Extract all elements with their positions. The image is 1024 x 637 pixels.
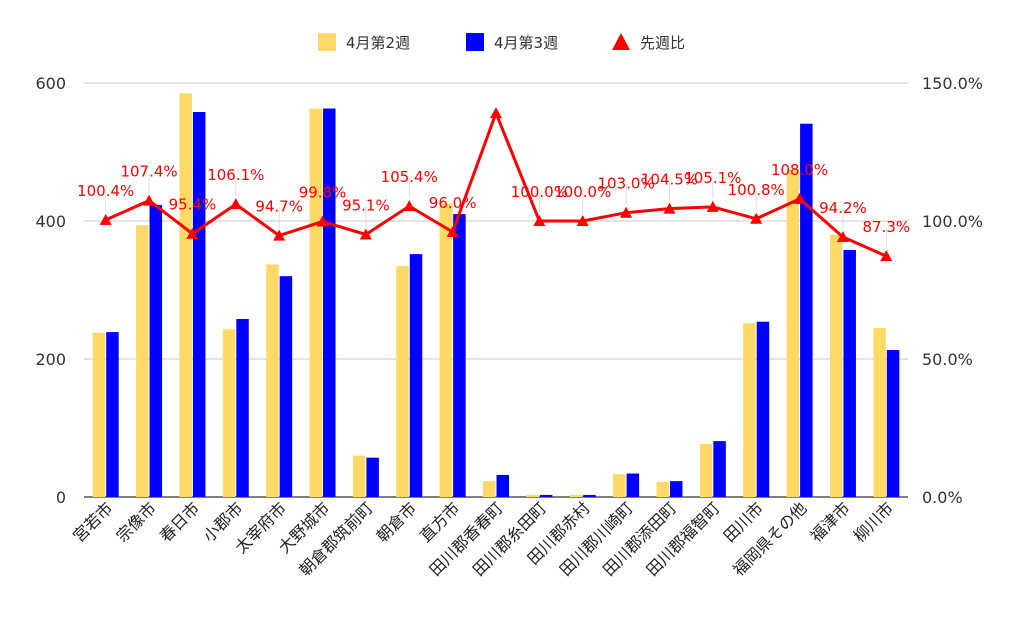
ratio-data-label: 108.0% (771, 161, 828, 179)
category-label: 福津市 (806, 498, 853, 545)
left-axis-tick-label: 200 (35, 350, 66, 369)
category-label: 宮若市 (69, 498, 116, 545)
ratio-data-label: 95.1% (342, 197, 390, 215)
ratio-marker (793, 192, 806, 204)
ratio-marker (576, 215, 589, 226)
bar-week3 (886, 350, 900, 497)
right-axis-tick-label: 100.0% (922, 212, 983, 231)
category-label: 宗像市 (112, 498, 159, 545)
bar-week2 (179, 93, 192, 497)
ratio-marker (359, 228, 372, 240)
bar-week2 (266, 264, 279, 497)
ratio-marker (403, 200, 416, 212)
ratio-data-label: 94.7% (255, 198, 303, 216)
ratio-marker (186, 227, 199, 239)
ratio-data-label: 106.1% (207, 166, 264, 184)
right-axis-tick-label: 0.0% (922, 488, 963, 507)
ratio-data-label: 99.8% (299, 184, 347, 202)
ratio-data-label: 94.2% (819, 199, 867, 217)
bar-week3 (756, 321, 770, 497)
right-axis-tick-label: 150.0% (922, 74, 983, 93)
ratio-marker (229, 198, 242, 210)
ratio-data-label: 100.0% (554, 183, 611, 201)
bar-week3 (279, 276, 293, 497)
bar-week2 (786, 169, 800, 497)
category-label: 春日市 (156, 498, 203, 545)
bar-week3 (149, 205, 163, 497)
bar-week2 (743, 323, 756, 497)
category-label: 柳川市 (850, 498, 897, 545)
bar-week3 (192, 111, 206, 497)
left-axis-tick-label: 600 (35, 74, 66, 93)
bar-week3 (106, 332, 119, 497)
ratio-marker (620, 206, 633, 218)
bar-week2 (873, 327, 886, 497)
ratio-marker (836, 231, 849, 243)
bar-week3 (539, 494, 553, 497)
bar-week2 (309, 108, 323, 497)
legend-swatch (612, 33, 630, 50)
bar-week3 (409, 254, 423, 497)
ratio-data-label: 107.4% (120, 163, 177, 181)
bar-week3 (453, 214, 466, 497)
ratio-data-label: 105.4% (381, 168, 438, 186)
bar-week3 (626, 473, 640, 497)
legend-label: 4月第2週 (346, 34, 410, 52)
bar-week3 (669, 481, 683, 497)
bar-week2 (352, 455, 366, 497)
right-axis-tick-label: 50.0% (922, 350, 973, 369)
ratio-marker (490, 107, 502, 119)
ratio-data-label: 87.3% (862, 218, 910, 236)
ratio-data-label: 104.5% (641, 171, 698, 189)
left-axis-tick-label: 0 (56, 488, 66, 507)
ratio-marker (99, 213, 112, 225)
bar-week2 (829, 234, 843, 498)
bar-week3 (800, 123, 813, 498)
bar-week2 (526, 494, 539, 497)
bar-week3 (323, 108, 336, 497)
bar-week3 (366, 457, 379, 497)
bar-week2 (699, 443, 713, 497)
bar-week3 (236, 318, 249, 497)
bar-week2 (569, 494, 583, 497)
legend-swatch (466, 33, 484, 51)
bar-week2 (613, 474, 626, 497)
ratio-marker (446, 226, 459, 238)
ratio-marker (663, 202, 676, 214)
category-label: 朝倉市 (373, 498, 420, 545)
ratio-marker (316, 215, 329, 227)
bar-week2 (483, 481, 496, 497)
bar-week3 (843, 249, 856, 497)
bar-week2 (222, 329, 236, 497)
bar-week3 (713, 441, 726, 497)
ratio-marker (533, 215, 546, 226)
bar-week2 (136, 225, 149, 497)
ratio-marker (880, 250, 893, 262)
bar-week3 (583, 494, 596, 497)
ratio-data-label: 100.4% (77, 182, 134, 200)
ratio-data-label: 105.1% (684, 169, 741, 187)
ratio-data-label: 100.0% (511, 183, 568, 201)
ratio-data-label: 100.8% (728, 181, 785, 199)
bar-week2 (656, 481, 669, 497)
ratio-marker (273, 229, 286, 241)
ratio-data-label: 96.0% (429, 194, 477, 212)
legend-label: 先週比 (640, 34, 685, 52)
ratio-marker (143, 194, 156, 206)
legend-swatch (318, 33, 336, 51)
left-axis-tick-label: 400 (35, 212, 66, 231)
bar-week2 (92, 332, 106, 497)
legend-label: 4月第3週 (494, 34, 558, 52)
ratio-data-label: 95.4% (169, 196, 217, 214)
ratio-marker (750, 212, 763, 224)
bar-week3 (496, 474, 509, 497)
ratio-marker (706, 200, 719, 212)
bar-week2 (439, 203, 453, 497)
bar-week2 (396, 265, 409, 497)
ratio-data-label: 103.0% (598, 175, 655, 193)
